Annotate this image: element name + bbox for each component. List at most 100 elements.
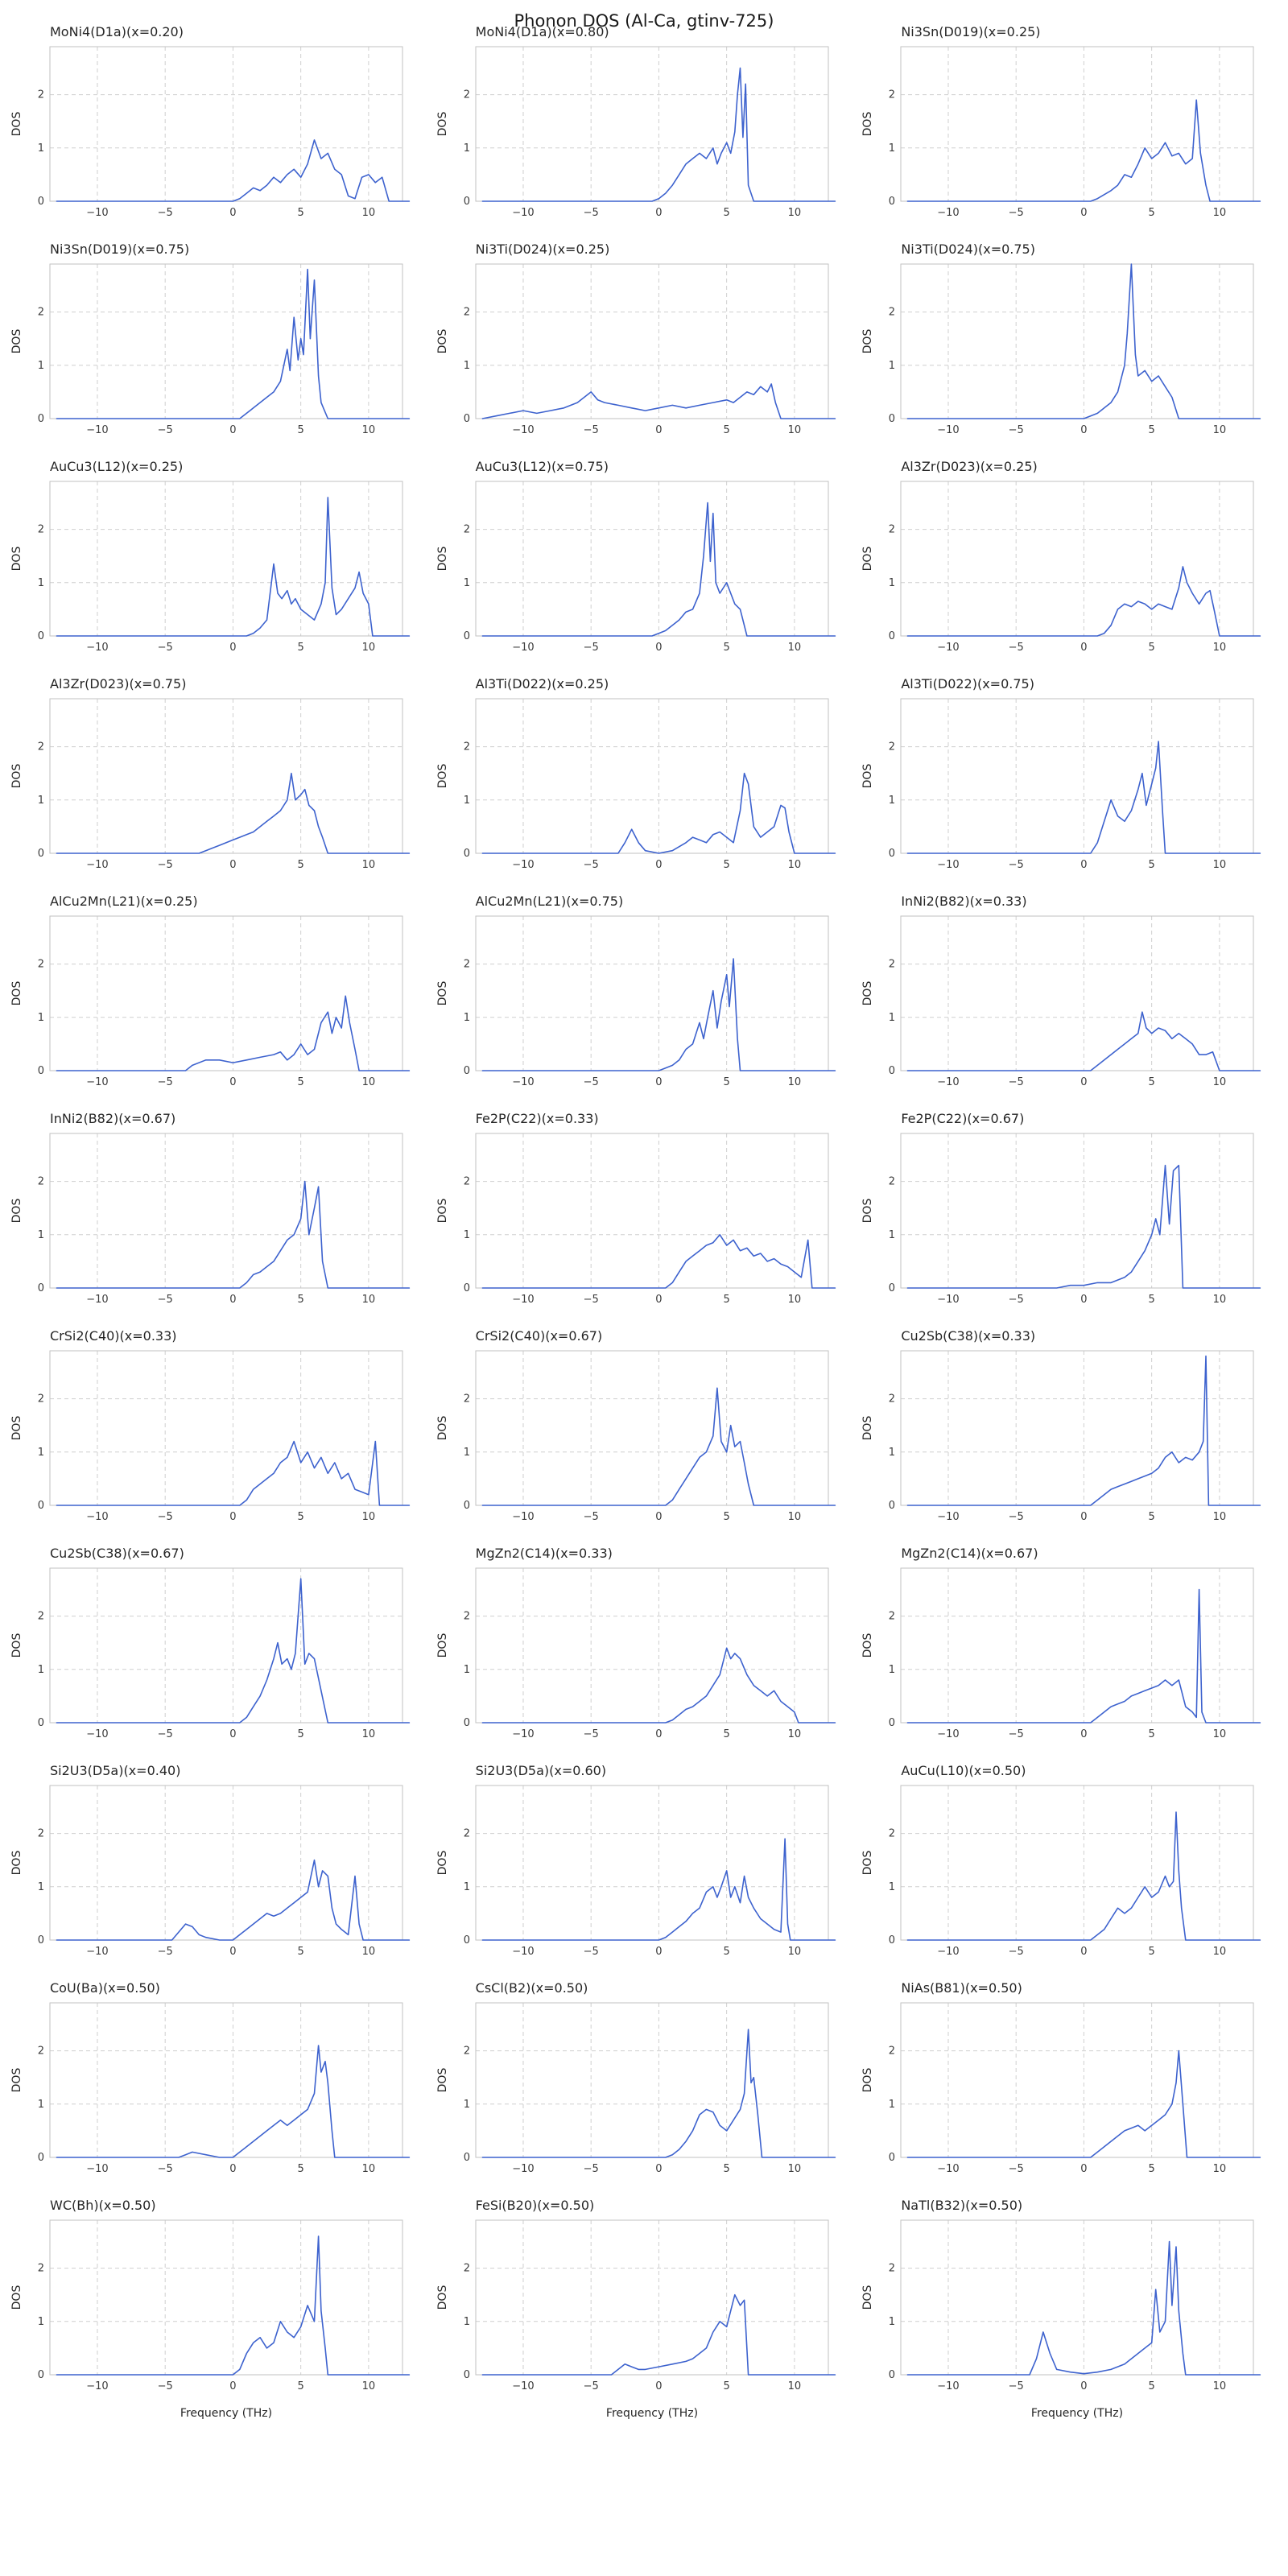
x-tick-label: 5 — [298, 1728, 304, 1740]
subplot-cell: Al3Ti(D022)(x=0.75) −10 −5 0 5 10 0 1 2 DOS — [859, 676, 1261, 884]
subplot-title: Ni3Ti(D024)(x=0.25) — [475, 242, 610, 257]
x-tick-label: 5 — [298, 2163, 304, 2175]
x-tick-label: 5 — [298, 642, 304, 654]
subplot-title: Fe2P(C22)(x=0.67) — [901, 1111, 1025, 1126]
x-tick-label: −5 — [1009, 1946, 1024, 1958]
subplot-title: Ni3Ti(D024)(x=0.75) — [901, 242, 1035, 257]
x-tick-label: −10 — [86, 642, 108, 654]
subplot-cell: Cu2Sb(C38)(x=0.67) −10 −5 0 5 10 0 1 2 DOS — [8, 1546, 411, 1753]
y-axis-label: DOS — [861, 329, 874, 354]
x-tick-label: −10 — [938, 1076, 960, 1088]
subplot-cell: MgZn2(C14)(x=0.33) −10 −5 0 5 10 0 1 2 DOS — [434, 1546, 836, 1753]
x-tick-label: 10 — [362, 1076, 376, 1088]
dos-curve — [906, 1811, 1261, 1941]
axes-frame — [900, 46, 1254, 202]
dos-curve — [481, 2293, 836, 2376]
subplot-canvas: −10 −5 0 5 10 0 1 2 DOS — [436, 481, 836, 654]
y-tick-label: 0 — [889, 2152, 895, 2164]
y-tick-label: 2 — [889, 1393, 895, 1406]
x-tick-label: −10 — [938, 859, 960, 871]
x-tick-label: −10 — [86, 1946, 108, 1958]
x-tick-label: 5 — [723, 642, 729, 654]
subplot-title: CrSi2(C40)(x=0.33) — [50, 1328, 177, 1344]
y-axis-label: DOS — [861, 1851, 874, 1876]
y-tick-label: 1 — [889, 2316, 895, 2328]
subplot-cell: MoNi4(D1a)(x=0.20) −10 −5 0 5 10 0 1 2 DOS — [8, 24, 411, 232]
y-tick-label: 2 — [463, 2263, 469, 2275]
y-tick-label: 0 — [889, 413, 895, 425]
x-tick-label: −10 — [86, 859, 108, 871]
subplot-title: NaTl(B32)(x=0.50) — [901, 2198, 1023, 2213]
x-tick-label: −5 — [583, 207, 598, 219]
x-tick-label: 10 — [787, 2163, 801, 2175]
x-tick-label: 5 — [1149, 424, 1155, 436]
x-tick-label: 5 — [723, 1511, 729, 1523]
x-tick-label: −10 — [86, 1076, 108, 1088]
x-tick-label: 0 — [655, 1511, 662, 1523]
subplot-cell: AuCu3(L12)(x=0.75) −10 −5 0 5 10 0 1 2 DOS — [434, 459, 836, 667]
subplot-cell: InNi2(B82)(x=0.33) −10 −5 0 5 10 0 1 2 DOS — [859, 894, 1261, 1101]
y-tick-label: 2 — [889, 89, 895, 101]
y-axis-label: DOS — [436, 981, 449, 1006]
y-tick-label: 0 — [463, 1065, 469, 1077]
y-tick-label: 2 — [463, 1176, 469, 1188]
y-tick-label: 1 — [38, 1447, 44, 1459]
y-axis-label: DOS — [10, 2285, 23, 2310]
axes-frame — [900, 1785, 1254, 1941]
subplot-canvas: −10 −5 0 5 10 0 1 2 DOS Frequency (THz) — [436, 2219, 836, 2420]
dos-curve — [56, 2235, 411, 2376]
y-tick-label: 0 — [38, 2369, 44, 2381]
x-tick-label: −5 — [1009, 207, 1024, 219]
y-tick-label: 2 — [889, 2263, 895, 2275]
subplot-canvas: −10 −5 0 5 10 0 1 2 DOS — [436, 2002, 836, 2175]
subplot-canvas: −10 −5 0 5 10 0 1 2 DOS — [436, 698, 836, 871]
subplot-canvas: −10 −5 0 5 10 0 1 2 DOS — [861, 1785, 1261, 1958]
x-tick-label: 5 — [723, 424, 729, 436]
y-axis-label: DOS — [10, 981, 23, 1006]
subplot-cell: NiAs(B81)(x=0.50) −10 −5 0 5 10 0 1 2 DOS — [859, 1980, 1261, 2188]
y-axis-label: DOS — [436, 329, 449, 354]
x-tick-label: 10 — [362, 859, 376, 871]
y-axis-label: DOS — [436, 2068, 449, 2093]
subplot-cell: MoNi4(D1a)(x=0.80) −10 −5 0 5 10 0 1 2 DOS — [434, 24, 836, 232]
y-tick-label: 1 — [38, 360, 44, 372]
x-tick-label: −10 — [938, 1294, 960, 1306]
y-tick-label: 0 — [38, 1717, 44, 1729]
subplot-title: Ni3Sn(D019)(x=0.75) — [50, 242, 190, 257]
axes-frame — [475, 46, 829, 202]
x-tick-label: −5 — [583, 642, 598, 654]
x-tick-label: 10 — [1213, 1294, 1227, 1306]
subplot-title: Cu2Sb(C38)(x=0.33) — [901, 1328, 1036, 1344]
subplot-cell: Ni3Ti(D024)(x=0.75) −10 −5 0 5 10 0 1 2 DOS — [859, 242, 1261, 449]
y-tick-label: 0 — [38, 848, 44, 860]
dos-curve — [56, 268, 411, 419]
subplot-canvas: −10 −5 0 5 10 0 1 2 DOS — [10, 2002, 411, 2175]
subplot-title: Si2U3(D5a)(x=0.60) — [475, 1763, 607, 1778]
x-tick-label: −5 — [158, 2380, 173, 2392]
subplot-cell: Fe2P(C22)(x=0.33) −10 −5 0 5 10 0 1 2 DOS — [434, 1111, 836, 1319]
subplot-cell: MgZn2(C14)(x=0.67) −10 −5 0 5 10 0 1 2 DOS — [859, 1546, 1261, 1753]
axes-frame — [475, 2219, 829, 2376]
y-tick-label: 0 — [38, 196, 44, 208]
y-tick-label: 2 — [463, 2046, 469, 2058]
axes-frame — [49, 46, 403, 202]
y-axis-label: DOS — [436, 764, 449, 789]
subplot-canvas: −10 −5 0 5 10 0 1 2 DOS — [10, 46, 411, 219]
subplot-cell: Al3Ti(D022)(x=0.25) −10 −5 0 5 10 0 1 2 DOS — [434, 676, 836, 884]
x-tick-label: 10 — [787, 207, 801, 219]
x-tick-label: −10 — [938, 1728, 960, 1740]
x-tick-label: 5 — [1149, 642, 1155, 654]
x-tick-label: 5 — [723, 1946, 729, 1958]
x-tick-label: 10 — [787, 424, 801, 436]
x-tick-label: 10 — [1213, 1076, 1227, 1088]
x-tick-label: 5 — [723, 1728, 729, 1740]
subplot-canvas: −10 −5 0 5 10 0 1 2 DOS — [436, 263, 836, 436]
x-axis-label: Frequency (THz) — [606, 2407, 698, 2420]
y-tick-label: 2 — [38, 1176, 44, 1188]
y-tick-label: 0 — [889, 1500, 895, 1512]
y-tick-label: 2 — [38, 2263, 44, 2275]
x-tick-label: −5 — [1009, 1294, 1024, 1306]
y-tick-label: 0 — [463, 196, 469, 208]
x-tick-label: 10 — [362, 207, 376, 219]
y-axis-label: DOS — [10, 1416, 23, 1441]
